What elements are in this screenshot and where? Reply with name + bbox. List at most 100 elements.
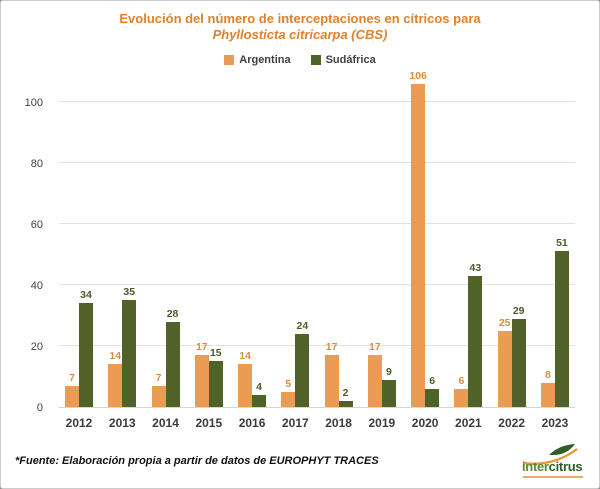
x-axis-label-2014: 2014 — [152, 416, 179, 430]
x-axis-label-2017: 2017 — [281, 416, 309, 430]
bar-label-sudáfrica-2013: 35 — [123, 286, 136, 299]
logo-graphic — [522, 444, 578, 465]
y-tick-label-100: 100 — [24, 97, 43, 109]
gridline-40 — [59, 284, 575, 285]
bar-argentina-2012 — [65, 385, 79, 407]
footer: *Fuente: Elaboración propia a partir de … — [1, 440, 599, 482]
bar-sudáfrica-2016 — [252, 394, 267, 407]
bar-group-2012: 7 34 2012 — [65, 289, 93, 430]
bar-argentina-2015 — [194, 355, 209, 407]
legend-swatch-sudafrica — [310, 55, 321, 65]
bar-label-sudáfrica-2023: 51 — [556, 237, 568, 250]
bar-argentina-2021 — [454, 388, 469, 407]
logo-text-inter: inter — [522, 459, 549, 474]
bar-label-sudáfrica-2012: 34 — [80, 289, 92, 302]
swoosh-icon — [522, 448, 578, 465]
bar-label-sudáfrica-2018: 2 — [342, 386, 349, 399]
bar-sudáfrica-2019 — [381, 379, 396, 407]
bar-argentina-2016 — [238, 364, 253, 407]
x-axis-label-2020: 2020 — [411, 416, 439, 430]
bar-label-sudáfrica-2016: 4 — [256, 380, 262, 393]
bar-group-2013: 14 35 2013 — [108, 286, 137, 430]
legend-label-sudafrica: Sudáfrica — [325, 54, 376, 66]
bar-sudáfrica-2013 — [122, 300, 137, 407]
bar-argentina-2019 — [367, 355, 382, 407]
bar-group-2014: 7 28 2014 — [151, 308, 180, 430]
bar-group-2018: 17 2 2018 — [324, 341, 353, 430]
bar-label-sudáfrica-2015: 15 — [209, 347, 222, 360]
bar-label-argentina-2019: 17 — [369, 341, 381, 354]
bar-label-argentina-2018: 17 — [325, 341, 338, 354]
bar-sudáfrica-2015 — [208, 361, 223, 407]
bar-sudáfrica-2023 — [554, 251, 569, 407]
bar-sudáfrica-2020 — [425, 388, 440, 407]
y-tick-label-40: 40 — [30, 280, 43, 292]
bar-group-2019: 17 9 2019 — [367, 341, 396, 430]
bar-argentina-2023 — [540, 382, 555, 407]
bar-label-argentina-2022: 25 — [498, 316, 511, 329]
bar-label-argentina-2013: 14 — [109, 350, 122, 363]
bar-group-2016: 14 4 2016 — [238, 350, 267, 430]
logo-tagline — [523, 476, 583, 478]
legend-swatch-argentina — [224, 55, 235, 65]
x-axis-label-2019: 2019 — [368, 416, 396, 430]
legend-item-argentina: Argentina — [224, 54, 291, 66]
legend-item-sudafrica: Sudáfrica — [310, 54, 376, 66]
x-axis-label-2023: 2023 — [541, 416, 569, 430]
bar-group-2021: 6 43 2021 — [454, 262, 483, 430]
bar-label-sudáfrica-2019: 9 — [385, 365, 392, 378]
gridline-60 — [59, 223, 575, 224]
bar-label-sudáfrica-2022: 29 — [512, 304, 525, 317]
bar-label-argentina-2012: 7 — [69, 371, 75, 384]
leaf-icon — [549, 444, 575, 455]
bar-argentina-2013 — [108, 364, 123, 407]
y-tick-label-80: 80 — [30, 158, 43, 170]
legend-label-argentina: Argentina — [239, 54, 291, 66]
chart-subtitle: Phyllosticta citricarpa (CBS) — [212, 27, 388, 42]
y-tick-label-20: 20 — [30, 341, 43, 353]
bar-argentina-2017 — [281, 391, 296, 407]
bar-sudáfrica-2018 — [338, 400, 353, 407]
bar-sudáfrica-2014 — [165, 321, 180, 407]
gridline-20 — [59, 345, 575, 346]
x-axis-label-2015: 2015 — [195, 416, 223, 430]
x-axis-label-2013: 2013 — [108, 416, 136, 430]
bar-label-sudáfrica-2017: 24 — [296, 319, 309, 332]
bar-groups: 7 34 2012 14 35 2013 7 28 2014 17 15 2015 14 4 2016 5 24… — [65, 70, 569, 430]
logo-text-citrus: citrus — [548, 459, 583, 474]
bar-sudáfrica-2022 — [511, 318, 526, 407]
chart-title: Evolución del número de interceptaciones… — [119, 11, 481, 26]
x-axis-label-2016: 2016 — [238, 416, 266, 430]
bar-label-sudáfrica-2020: 6 — [429, 374, 436, 387]
plot-area: 7 34 2012 14 35 2013 7 28 2014 17 15 2015 14 4 2016 5 24… — [59, 70, 575, 430]
y-axis: 0 20 40 60 80 100 — [1, 97, 51, 414]
bar-label-argentina-2017: 5 — [285, 377, 292, 390]
bar-label-sudáfrica-2021: 43 — [469, 261, 482, 274]
y-tick-label-60: 60 — [30, 219, 43, 231]
x-axis-label-2021: 2021 — [455, 416, 482, 430]
bar-argentina-2020 — [411, 83, 426, 407]
bar-group-2020: 106 6 2020 — [409, 70, 440, 430]
bar-argentina-2018 — [324, 355, 339, 407]
bar-group-2015: 17 15 2015 — [194, 341, 223, 430]
bar-argentina-2014 — [151, 385, 166, 407]
bar-label-argentina-2021: 6 — [458, 374, 465, 387]
bar-argentina-2022 — [497, 330, 512, 407]
source-note: *Fuente: Elaboración propia a partir de … — [15, 455, 379, 467]
legend: Argentina Sudáfrica — [1, 54, 599, 66]
bar-sudáfrica-2021 — [468, 275, 483, 407]
bar-group-2017: 5 24 2017 — [281, 320, 310, 430]
bar-label-argentina-2023: 8 — [545, 368, 551, 381]
bar-sudáfrica-2012 — [79, 303, 93, 407]
x-axis-label-2012: 2012 — [65, 416, 93, 430]
bar-group-2023: 8 51 2023 — [540, 237, 569, 430]
bar-sudáfrica-2017 — [295, 333, 310, 407]
gridline-80 — [59, 162, 575, 163]
bar-label-sudáfrica-2014: 28 — [166, 307, 179, 320]
gridline-100 — [59, 101, 575, 102]
x-axis-label-2018: 2018 — [325, 416, 352, 430]
y-tick-label-0: 0 — [36, 402, 43, 414]
bar-label-argentina-2020: 106 — [409, 69, 427, 82]
bar-label-argentina-2014: 7 — [155, 371, 162, 384]
